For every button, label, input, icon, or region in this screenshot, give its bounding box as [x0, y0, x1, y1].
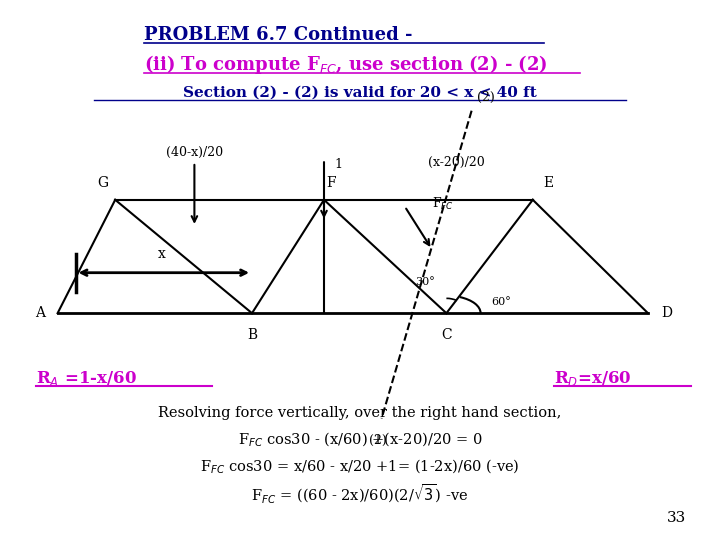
Text: (x-20)/20: (x-20)/20 — [428, 156, 485, 168]
Text: 33: 33 — [667, 511, 686, 525]
Text: F$_{FC}$: F$_{FC}$ — [432, 195, 454, 212]
Text: E: E — [544, 176, 554, 190]
Text: R$_A$ =1-x/60: R$_A$ =1-x/60 — [36, 368, 137, 388]
Text: Resolving force vertically, over the right hand section,: Resolving force vertically, over the rig… — [158, 406, 562, 420]
Text: F: F — [326, 176, 336, 190]
Text: (40-x)/20: (40-x)/20 — [166, 146, 223, 159]
Text: Section (2) - (2) is valid for 20 < x < 40 ft: Section (2) - (2) is valid for 20 < x < … — [183, 86, 537, 100]
Text: PROBLEM 6.7 Continued -: PROBLEM 6.7 Continued - — [144, 26, 413, 44]
Text: (2): (2) — [369, 434, 387, 447]
Text: (2): (2) — [477, 91, 495, 104]
Text: F$_{FC}$ cos30 = x/60 - x/20 +1= (1-2x)/60 (-ve): F$_{FC}$ cos30 = x/60 - x/20 +1= (1-2x)/… — [200, 458, 520, 476]
Text: 1: 1 — [335, 158, 343, 171]
Text: F$_{FC}$ = ((60 - 2x)/60)(2/$\sqrt{3}$) -ve: F$_{FC}$ = ((60 - 2x)/60)(2/$\sqrt{3}$) … — [251, 482, 469, 506]
Text: 60°: 60° — [491, 298, 510, 307]
Text: 30°: 30° — [415, 277, 435, 287]
Text: R$_D$=x/60: R$_D$=x/60 — [554, 368, 632, 388]
Text: x: x — [158, 247, 166, 261]
Text: G: G — [97, 176, 108, 190]
Text: D: D — [661, 306, 672, 320]
Text: F$_{FC}$ cos30 - (x/60) +(x-20)/20 = 0: F$_{FC}$ cos30 - (x/60) +(x-20)/20 = 0 — [238, 431, 482, 449]
Text: (ii) To compute F$_{FC}$, use section (2) - (2): (ii) To compute F$_{FC}$, use section (2… — [144, 53, 548, 76]
Text: A: A — [35, 306, 45, 320]
Text: C: C — [441, 328, 451, 342]
Text: B: B — [247, 328, 257, 342]
